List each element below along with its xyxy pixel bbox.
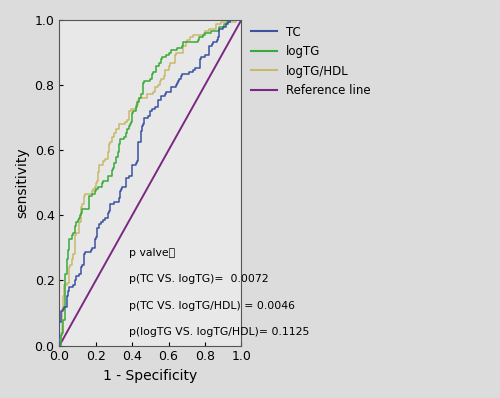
Legend: TC, logTG, logTG/HDL, Reference line: TC, logTG, logTG/HDL, Reference line bbox=[251, 26, 371, 98]
Y-axis label: sensitivity: sensitivity bbox=[15, 148, 29, 218]
X-axis label: 1 - Specificity: 1 - Specificity bbox=[103, 369, 198, 383]
Text: p valve：

p(TC VS. logTG)=  0.0072

p(TC VS. logTG/HDL) = 0.0046

p(logTG VS. lo: p valve： p(TC VS. logTG)= 0.0072 p(TC VS… bbox=[128, 248, 309, 337]
